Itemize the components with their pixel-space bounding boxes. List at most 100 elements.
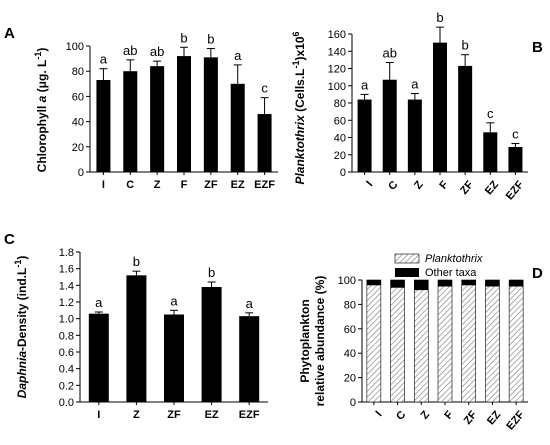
bars-b [357,42,523,172]
bar [203,57,218,173]
y-axis-label-d-line1: Phytoplankton [298,299,312,382]
y-tick-label: 160 [328,29,346,41]
error-bar [410,93,419,100]
bar-segment-other-taxa [390,279,405,288]
significance-label: b [208,265,215,280]
x-tick-label: F [437,179,451,192]
bar-segment-planktothrix [366,284,382,403]
y-ticks-c: 0.0 0.2 0.4 0.6 0.8 1.0 1.2 1.4 1.6 1.8 [59,247,80,409]
legend-label-other-taxa: Other taxa [425,267,477,279]
y-tick-label: 20 [334,150,346,162]
legend-swatch-planktothrix [394,253,420,264]
y-ticks-b: 0 20 40 60 80 100 120 140 160 [328,29,352,179]
y-tick-label: 100 [66,41,84,53]
panel-letter-a: A [4,25,15,42]
y-tick-label: 0 [78,167,84,179]
bar-segment-other-taxa [508,279,524,287]
x-tick-label: I [97,409,100,421]
bar [164,314,184,402]
y-tick-label: 0.4 [59,364,74,376]
significance-label: ab [382,45,396,60]
bar [230,83,245,172]
y-ticks-d: 0 20 40 60 80 100 [338,275,362,409]
y-tick-label: 0.2 [59,380,74,392]
error-bars-a [99,46,269,115]
x-tick-label: C [126,179,134,191]
significance-label: b [207,32,214,47]
x-ticks-a: I C Z F ZF EZ EZF [102,172,275,191]
x-tick-label: ZF [458,179,476,197]
bar-segment-other-taxa [461,279,477,286]
significance-label: ab [150,44,164,59]
error-bar [436,26,444,43]
x-tick-label: EZ [483,179,501,198]
error-bar [207,281,216,287]
x-tick-label: C [386,179,400,193]
bar-segment-other-taxa [485,279,500,287]
y-tick-label: 120 [328,64,346,76]
y-tick-label: 1.4 [59,280,74,292]
bar [508,146,523,172]
significance-label: a [234,48,242,63]
y-axis-label-b: Planktothrix (Cells.L-1)x106 [291,31,307,184]
x-ticks-b: I C Z F ZF EZ EZF [364,172,526,202]
y-tick-label: 60 [334,115,346,127]
bar [239,316,260,402]
x-tick-label: ZF [204,179,218,191]
error-bar [180,46,188,57]
bar [433,42,447,172]
bar [483,132,498,172]
y-tick-label: 1.6 [59,264,74,276]
error-bar [206,48,215,58]
y-ticks-a: 0 20 40 60 80 100 [66,41,90,179]
y-tick-label: 80 [344,299,356,311]
significance-label: b [133,254,140,269]
x-tick-label: EZF [254,179,275,191]
x-tick-label: F [442,409,456,422]
x-tick-label: EZF [504,409,527,433]
significance-label: c [512,127,519,142]
bar-segment-other-taxa [413,279,429,291]
y-tick-label: 40 [344,348,356,360]
significance-label: a [361,77,369,92]
panel-letter-d: D [532,265,543,282]
significance-labels-a: aab abb bac [100,30,269,95]
bar [382,79,397,172]
bars-d [366,279,524,403]
bars-c [88,275,260,402]
y-tick-label: 140 [328,46,346,58]
bar [257,114,272,172]
bar [123,71,138,172]
error-bar [153,60,162,67]
bar-segment-other-taxa [437,279,453,287]
significance-label: a [95,295,103,310]
x-tick-label: I [364,179,375,189]
significance-label: b [462,38,469,53]
panel-letter-c: C [4,231,15,248]
error-bar [385,61,394,80]
x-tick-label: EZ [205,409,219,421]
y-tick-label: 0.8 [59,330,74,342]
x-tick-label: C [394,409,408,423]
x-tick-label: EZF [239,409,260,421]
significance-label: c [261,81,268,96]
bar-segment-other-taxa [366,279,382,286]
y-tick-label: 0 [340,167,346,179]
y-tick-label: 20 [344,373,356,385]
bar [201,287,222,402]
x-tick-label: F [181,179,188,191]
error-bar [170,309,178,315]
bar-segment-planktothrix [413,289,429,403]
y-tick-label: 100 [328,81,346,93]
error-bars-b [360,26,520,147]
significance-label: a [411,77,419,92]
y-tick-label: 1.2 [59,297,74,309]
bar [407,99,422,172]
significance-label: c [487,106,494,121]
x-tick-label: ZF [462,409,480,427]
significance-labels-c: a b a b a [95,254,253,311]
y-axis-label-c: Daphnia-Density (ind.L-1) [13,256,29,399]
y-tick-label: 40 [72,117,84,129]
x-tick-label: I [102,179,105,191]
